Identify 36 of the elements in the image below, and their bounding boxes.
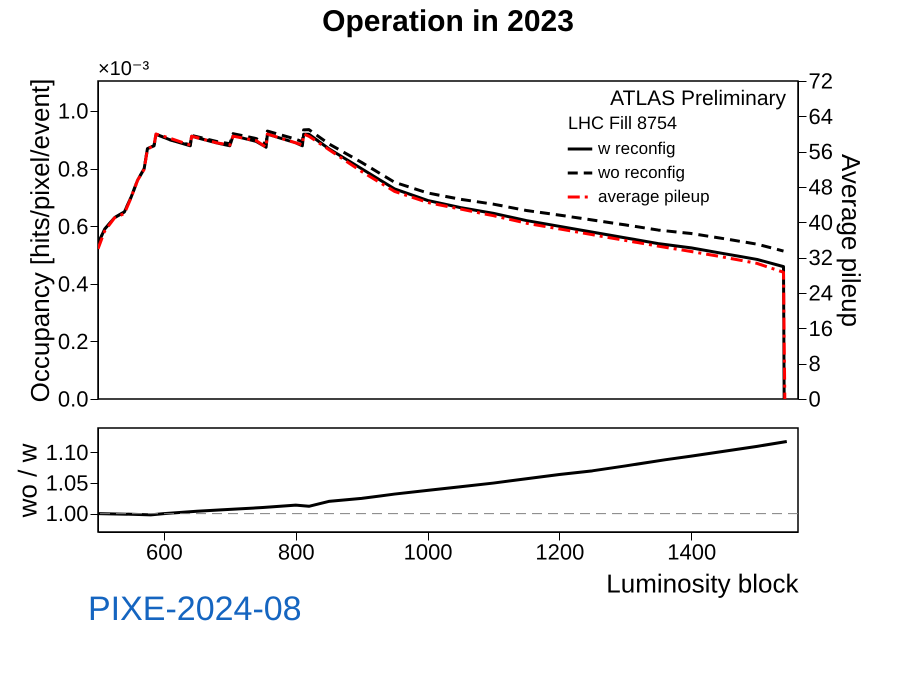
- chart-title: Operation in 2023: [322, 5, 574, 38]
- y2-tick-label: 56: [808, 139, 833, 164]
- y2-tick-label: 32: [808, 245, 833, 270]
- y-tick-label: 1.10: [46, 440, 88, 465]
- x-axis-title: Luminosity block: [606, 568, 800, 598]
- y-tick-label: 0.0: [58, 386, 88, 412]
- y-tick-label: 0.4: [58, 271, 88, 296]
- x-tick-label: 1000: [404, 540, 453, 564]
- text: ×10⁻³: [98, 58, 150, 80]
- y-tick-label: 1.05: [46, 470, 88, 496]
- y2-tick-label: 64: [808, 104, 833, 129]
- y-axis-title: Occupancy [hits/pixel/event]: [24, 78, 55, 402]
- legend-label: wo reconfig: [597, 163, 685, 182]
- y-tick-label: 0.8: [58, 156, 88, 182]
- annotation: LHC Fill 8754: [568, 113, 678, 133]
- y-axis-title: wo / w: [12, 443, 43, 518]
- y-tick-label: 0.2: [58, 328, 88, 354]
- y-tick-label: 0.6: [58, 214, 88, 239]
- y2-axis-title: Average pileup: [836, 154, 866, 327]
- x-tick-label: 1400: [667, 540, 716, 564]
- y2-tick-label: 0: [808, 386, 821, 412]
- text: PIXE-2024-08: [88, 590, 302, 628]
- annotation: ATLAS Preliminary: [610, 87, 786, 110]
- y-tick-label: 1.00: [46, 501, 88, 526]
- x-tick-label: 800: [278, 540, 315, 564]
- legend-label: w reconfig: [597, 139, 676, 158]
- y-tick-label: 1.0: [58, 98, 88, 124]
- y2-tick-label: 16: [808, 316, 833, 341]
- y2-tick-label: 8: [808, 351, 821, 376]
- y2-tick-label: 40: [808, 210, 833, 235]
- y2-tick-label: 48: [808, 174, 833, 200]
- x-tick-label: 600: [146, 540, 183, 564]
- legend-label: average pileup: [598, 187, 710, 206]
- y2-tick-label: 24: [808, 280, 833, 306]
- y2-tick-label: 72: [808, 68, 833, 94]
- x-tick-label: 1200: [535, 540, 584, 564]
